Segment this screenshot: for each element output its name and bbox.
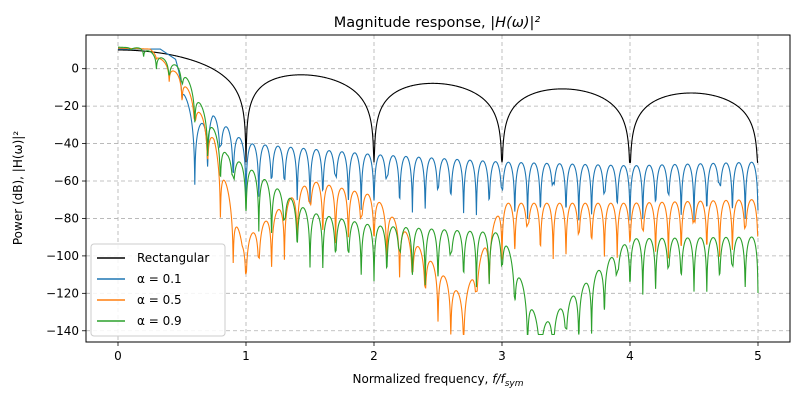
- legend-box: [90, 243, 226, 337]
- y-axis-label: Power (dB), |H(ω)|²: [11, 131, 25, 245]
- plot-area: [117, 46, 759, 336]
- y-tick-label: −140: [46, 324, 79, 338]
- series-line-2: [117, 47, 759, 336]
- series-line-3: [117, 46, 759, 336]
- x-tick-label: 0: [114, 349, 122, 363]
- y-tick-label: −60: [54, 174, 79, 188]
- legend-label: α = 0.1: [137, 272, 182, 286]
- grid: [86, 35, 790, 342]
- legend-label: Rectangular: [137, 251, 209, 265]
- y-tick-label: −120: [46, 286, 79, 300]
- legend: Rectangular α = 0.1 α = 0.5 α = 0.9: [90, 243, 226, 337]
- x-tick-label: 5: [754, 349, 762, 363]
- y-tick-label: −100: [46, 249, 79, 263]
- series-line-1: [118, 48, 759, 221]
- series-line-0: [118, 49, 759, 163]
- y-tick-label: −20: [54, 99, 79, 113]
- x-tick-label: 3: [498, 349, 506, 363]
- x-tick-label: 1: [242, 349, 250, 363]
- x-axis-label: Normalized frequency, f/fsym: [353, 372, 524, 389]
- chart-title: Magnitude response, |H(ω)|²: [334, 15, 541, 31]
- x-tick-label: 2: [370, 349, 378, 363]
- legend-label: α = 0.9: [137, 314, 182, 328]
- x-tick-label: 4: [626, 349, 634, 363]
- legend-label: α = 0.5: [137, 293, 182, 307]
- y-tick-label: −40: [54, 137, 79, 151]
- y-tick-label: −80: [54, 211, 79, 225]
- plot-frame: [85, 34, 791, 343]
- y-tick-label: 0: [71, 62, 79, 76]
